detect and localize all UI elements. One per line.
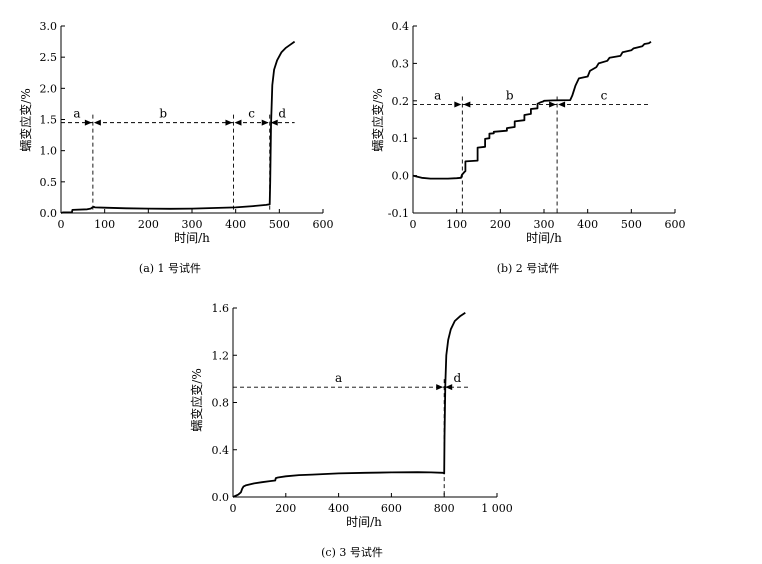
y-tick-label: 0.0 xyxy=(212,491,230,504)
y-tick-label: 2.0 xyxy=(40,82,58,95)
arrowhead xyxy=(261,119,269,126)
x-tick-label: 200 xyxy=(490,218,511,231)
segment-label: d xyxy=(454,371,462,385)
creep-curve xyxy=(60,40,296,214)
arrowhead xyxy=(84,119,92,126)
x-tick-label: 100 xyxy=(94,218,115,231)
x-tick-label: 600 xyxy=(665,218,686,231)
segment-label: c xyxy=(601,89,608,103)
x-tick-label: 300 xyxy=(534,218,555,231)
panel-b: a b c 0 100 200 300 400 500 600 -0.1 0.0 0.1 0.2 0.3 0… xyxy=(370,20,686,275)
y-tick-label: 0.0 xyxy=(392,170,410,183)
arrowhead xyxy=(436,384,444,391)
y-tick-label: 1.5 xyxy=(40,114,58,127)
y-axis-label: 蠕变应变/% xyxy=(18,88,33,151)
arrowhead xyxy=(234,119,242,126)
y-tick-label: 0.0 xyxy=(40,207,58,220)
panel-caption: (b) 2 号试件 xyxy=(497,262,560,275)
panel-caption: (a) 1 号试件 xyxy=(139,262,201,275)
x-tick-label: 600 xyxy=(381,502,402,515)
x-tick-label: 400 xyxy=(225,218,246,231)
y-axis-label: 蠕变应变/% xyxy=(189,368,204,431)
x-tick-label: 600 xyxy=(313,218,334,231)
y-tick-label: 2.5 xyxy=(40,51,58,64)
x-tick-label: 0 xyxy=(410,218,417,231)
arrowhead xyxy=(454,101,462,108)
y-tick-label: 1.6 xyxy=(212,302,230,315)
x-tick-label: 500 xyxy=(621,218,642,231)
y-tick-label: 0.8 xyxy=(212,397,230,410)
arrowhead xyxy=(93,119,101,126)
x-axis-label: 时间/h xyxy=(346,515,382,529)
y-tick-label: 0.5 xyxy=(40,176,58,189)
x-tick-label: 400 xyxy=(328,502,349,515)
creep-curve xyxy=(412,40,652,180)
segment-label: a xyxy=(335,371,342,385)
panel-caption: (c) 3 号试件 xyxy=(321,546,383,559)
segment-label: d xyxy=(278,107,286,121)
segment-label: a xyxy=(434,89,441,103)
y-axis-label: 蠕变应变/% xyxy=(370,88,385,151)
arrowhead xyxy=(463,101,471,108)
y-tick-label: 0.1 xyxy=(392,132,410,145)
x-tick-label: 200 xyxy=(275,502,296,515)
arrowhead xyxy=(270,119,278,126)
segment-label: a xyxy=(73,107,80,121)
segment-label: b xyxy=(506,89,514,103)
x-tick-label: 500 xyxy=(269,218,290,231)
arrowhead xyxy=(445,384,453,391)
x-tick-label: 1 000 xyxy=(481,502,513,515)
y-tick-label: 3.0 xyxy=(40,20,58,33)
x-tick-label: 100 xyxy=(446,218,467,231)
segment-label: c xyxy=(248,107,255,121)
creep-curve xyxy=(232,311,466,498)
x-tick-label: 400 xyxy=(577,218,598,231)
arrowhead xyxy=(558,101,566,108)
y-tick-label: 1.2 xyxy=(212,349,230,362)
y-tick-label: 0.2 xyxy=(392,95,410,108)
panel-a: a b c d 0 100 200 300 400 500 600 0.0 0.5 1.0 1.5 2.0 2… xyxy=(18,20,334,275)
arrowhead xyxy=(549,101,557,108)
y-tick-label: -0.1 xyxy=(388,207,409,220)
y-tick-label: 0.4 xyxy=(392,20,410,33)
x-tick-label: 0 xyxy=(230,502,237,515)
x-tick-label: 800 xyxy=(434,502,455,515)
segment-label: b xyxy=(159,107,167,121)
x-tick-label: 300 xyxy=(182,218,203,231)
y-tick-label: 0.3 xyxy=(392,57,410,70)
y-tick-label: 1.0 xyxy=(40,145,58,158)
x-tick-label: 200 xyxy=(138,218,159,231)
x-tick-label: 0 xyxy=(58,218,65,231)
panel-c: a d 0 200 400 600 800 1 000 0.0 0.4 0.8 1.2 1.6 时间/… xyxy=(189,302,513,559)
x-axis-label: 时间/h xyxy=(526,231,562,245)
x-axis-label: 时间/h xyxy=(174,231,210,245)
arrowhead xyxy=(225,119,233,126)
y-tick-label: 0.4 xyxy=(212,444,230,457)
